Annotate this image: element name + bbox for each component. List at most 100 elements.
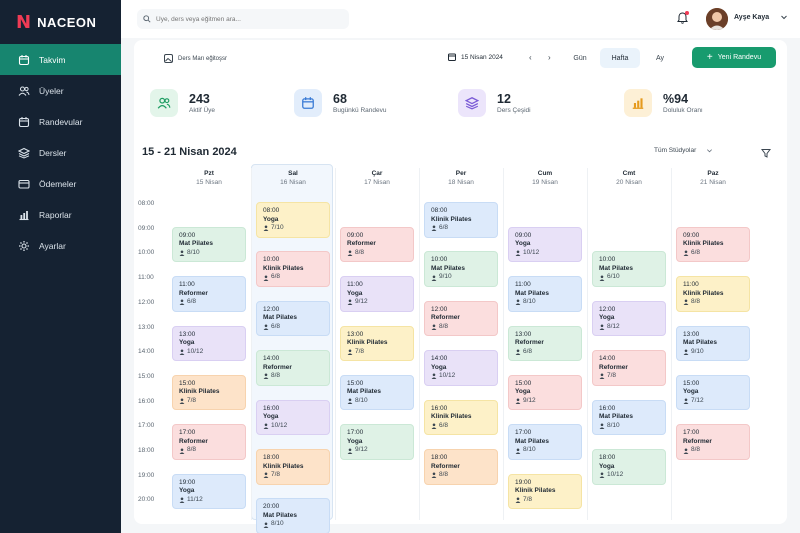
person-icon	[515, 250, 521, 256]
event-card[interactable]: 11:00 Klinik Pilates 8/8	[676, 276, 750, 312]
sidebar-item-1[interactable]: Üyeler	[0, 75, 121, 106]
event-card[interactable]: 15:00 Yoga 9/12	[508, 374, 582, 411]
export-button[interactable]: Ders Marı eğitoşsr	[164, 54, 227, 63]
prev-arrow-icon[interactable]: ‹	[529, 53, 532, 62]
next-arrow-icon[interactable]: ›	[548, 53, 551, 62]
logo[interactable]: N NACEON	[16, 12, 96, 33]
search-box[interactable]	[137, 9, 349, 29]
day-header[interactable]: Per 18 Nisan	[420, 170, 502, 186]
chevron-down-icon	[707, 149, 713, 153]
event-card[interactable]: 14:00 Reformer 8/8	[256, 350, 330, 386]
event-card[interactable]: 13:00 Mat Pilates 9/10	[676, 325, 750, 361]
event-card[interactable]: 17:00 Reformer 8/8	[172, 424, 246, 460]
sidebar-item-label: Randevular	[39, 116, 83, 127]
event-card[interactable]: 17:00 Reformer 8/8	[676, 424, 750, 460]
event-card[interactable]: 16:00 Mat Pilates 8/10	[592, 399, 666, 436]
event-card[interactable]: 14:00 Reformer 7/8	[592, 350, 666, 386]
event-card[interactable]: 17:00 Yoga 9/12	[340, 424, 414, 460]
event-card[interactable]: 09:00 Yoga 10/12	[508, 226, 582, 263]
user-name[interactable]: Ayşe Kaya	[734, 14, 770, 21]
event-card[interactable]: 17:00 Mat Pilates 8/10	[508, 424, 582, 460]
logo-text: NACEON	[37, 15, 97, 30]
person-icon	[515, 497, 521, 503]
event-card[interactable]: 08:00 Klinik Pilates 6/8	[424, 202, 498, 238]
event-card[interactable]: 12:00 Yoga 8/12	[592, 300, 666, 337]
day-header[interactable]: Çar 17 Nisan	[336, 170, 418, 186]
event-card[interactable]: 18:00 Klinik Pilates 7/8	[256, 449, 330, 485]
person-icon	[515, 448, 521, 454]
studio-filter[interactable]: Tüm Stüdyolar	[654, 147, 744, 154]
event-capacity: 6/10	[599, 273, 659, 282]
event-card[interactable]: 11:00 Mat Pilates 8/10	[508, 276, 582, 312]
person-icon	[263, 423, 269, 429]
day-header[interactable]: Cum 19 Nisan	[504, 170, 586, 186]
sidebar-item-6[interactable]: Ayarlar	[0, 230, 121, 261]
day-header[interactable]: Sal 16 Nisan	[252, 170, 334, 186]
person-icon	[431, 225, 437, 232]
event-card[interactable]: 14:00 Yoga 10/12	[424, 350, 498, 386]
chevron-down-icon[interactable]	[780, 13, 788, 21]
event-time: 18:00	[431, 454, 448, 461]
event-card[interactable]: 19:00 Yoga 11/12	[172, 473, 246, 510]
sidebar-item-5[interactable]: Raporlar	[0, 199, 121, 230]
event-time: 15:00	[347, 379, 364, 387]
event-card[interactable]: 18:00 Yoga 10/12	[592, 449, 666, 485]
event-card[interactable]: 12:00 Mat Pilates 6/8	[256, 300, 330, 337]
event-capacity-value: 10/12	[187, 347, 204, 355]
filter-icon[interactable]	[761, 148, 771, 158]
event-capacity: 7/10	[263, 224, 323, 233]
event-capacity: 8/8	[347, 249, 407, 258]
event-card[interactable]: 12:00 Reformer 8/8	[424, 300, 498, 337]
event-card[interactable]: 11:00 Reformer 6/8	[172, 276, 246, 312]
notification-bell[interactable]	[677, 11, 689, 29]
event-card[interactable]: 10:00 Klinik Pilates 6/8	[256, 251, 330, 287]
event-card[interactable]: 13:00 Reformer 6/8	[508, 325, 582, 361]
event-time: 19:00	[515, 478, 532, 486]
event-card[interactable]: 09:00 Mat Pilates 8/10	[172, 226, 246, 263]
date-picker[interactable]: 15 Nisan 2024	[448, 53, 503, 61]
event-card[interactable]: 09:00 Reformer 8/8	[340, 226, 414, 263]
day-header[interactable]: Paz 21 Nisan	[672, 170, 754, 186]
event-card[interactable]: 13:00 Klinik Pilates 7/8	[340, 325, 414, 361]
event-time: 12:00	[599, 305, 616, 313]
event-card[interactable]: 10:00 Mat Pilates 6/10	[592, 251, 666, 287]
event-capacity-value: 8/10	[523, 298, 536, 306]
sidebar-item-3[interactable]: Dersler	[0, 137, 121, 168]
event-card[interactable]: 20:00 Mat Pilates 8/10	[256, 498, 330, 533]
event-card[interactable]: 19:00 Klinik Pilates 7/8	[508, 473, 582, 510]
event-card[interactable]: 15:00 Yoga 7/12	[676, 374, 750, 411]
event-card[interactable]: 16:00 Klinik Pilates 6/8	[424, 399, 498, 436]
event-card[interactable]: 16:00 Yoga 10/12	[256, 399, 330, 436]
event-card[interactable]: 15:00 Mat Pilates 8/10	[340, 374, 414, 411]
event-time: 08:00	[263, 207, 280, 214]
event-card[interactable]: 10:00 Mat Pilates 9/10	[424, 251, 498, 287]
event-card[interactable]: 11:00 Yoga 9/12	[340, 276, 414, 312]
day-header[interactable]: Pzt 15 Nisan	[168, 170, 250, 186]
event-time: 14:00	[263, 355, 280, 363]
sidebar-item-0[interactable]: Takvim	[0, 44, 121, 75]
users-icon	[157, 97, 171, 109]
event-capacity: 8/10	[599, 422, 659, 431]
person-icon	[683, 299, 689, 306]
event-time: 09:00	[515, 231, 532, 239]
avatar[interactable]	[706, 8, 728, 30]
sidebar-item-4[interactable]: Ödemeler	[0, 168, 121, 199]
day-header[interactable]: Cmt 20 Nisan	[588, 170, 670, 186]
event-card[interactable]: 15:00 Klinik Pilates 7/8	[172, 374, 246, 411]
sidebar-item-2[interactable]: Randevular	[0, 106, 121, 137]
search-input[interactable]	[156, 15, 336, 23]
event-card[interactable]: 18:00 Reformer 8/8	[424, 449, 498, 485]
hour-label: 08:00	[138, 200, 155, 207]
event-card[interactable]: 08:00 Yoga 7/10	[256, 202, 330, 238]
view-month-button[interactable]: Ay	[655, 54, 665, 62]
event-card[interactable]: 13:00 Yoga 10/12	[172, 325, 246, 361]
new-appointment-button[interactable]: + Yeni Randevu	[692, 47, 776, 68]
event-capacity-value: 6/8	[523, 347, 533, 355]
event-name: Mat Pilates	[599, 413, 633, 421]
view-day-button[interactable]: Gün	[573, 54, 587, 62]
view-week-button[interactable]: Hafta	[600, 48, 640, 68]
event-capacity-value: 9/10	[439, 273, 452, 281]
person-icon	[179, 448, 185, 454]
event-capacity-value: 10/12	[607, 471, 624, 478]
event-card[interactable]: 09:00 Klinik Pilates 6/8	[676, 226, 750, 263]
